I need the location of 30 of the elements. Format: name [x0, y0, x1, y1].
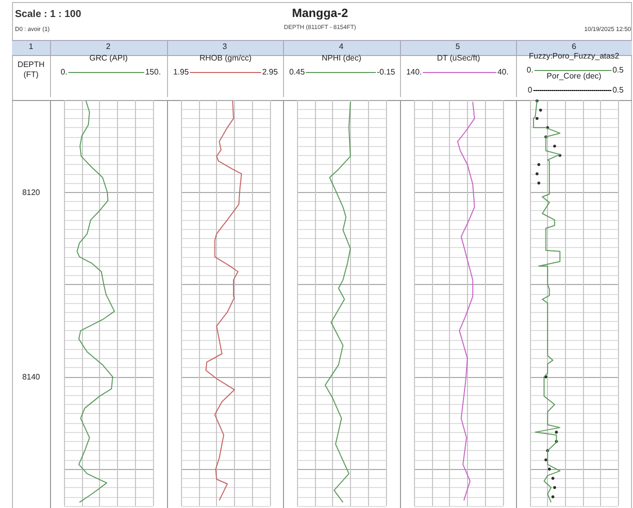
text: 1	[28, 42, 34, 51]
x-axis-title: Fuzzy:Poro_Fuzzy_atas2	[528, 52, 620, 60]
x-axis-title: DT (uSec/ft)	[436, 54, 480, 62]
x-tick-label: 0.45	[289, 68, 306, 76]
x-tick-label: 0.5	[612, 66, 624, 74]
text: 6	[570, 42, 578, 51]
x-tick-label: 0.	[526, 66, 534, 74]
text: Scale : 1 : 100	[15, 9, 82, 20]
text: 2	[105, 42, 112, 51]
x2-axis-title: Por_Core (dec)	[546, 72, 602, 80]
y-axis-title: DEPTH (FT)	[16, 60, 46, 80]
x-tick-label: 150.	[145, 68, 161, 76]
x-axis-title: RHOB (gm/cc)	[199, 54, 252, 62]
x-tick-label: 2.95	[262, 68, 278, 76]
chart-title: Mangga-2	[290, 6, 349, 20]
x2-tick-label: 0.5	[612, 86, 624, 94]
text: 4	[338, 42, 344, 51]
x2-tick-label: 0	[528, 86, 533, 94]
x-tick-label: 0.	[60, 68, 68, 76]
x-tick-label: 1.95	[172, 68, 189, 76]
x-tick-label: 40.	[496, 68, 508, 76]
line-series	[76, 100, 115, 503]
text: 5	[454, 42, 461, 51]
x-axis-title: NPHI (dec)	[322, 54, 362, 62]
text: 3	[222, 42, 228, 51]
x-axis-title: GRC (API)	[89, 54, 128, 62]
x-tick-label: -0.15	[376, 68, 396, 76]
x-tick-label: 140.	[406, 68, 422, 76]
y-tick-label: 8140	[22, 372, 41, 382]
y-tick-label: 8120	[22, 188, 41, 197]
